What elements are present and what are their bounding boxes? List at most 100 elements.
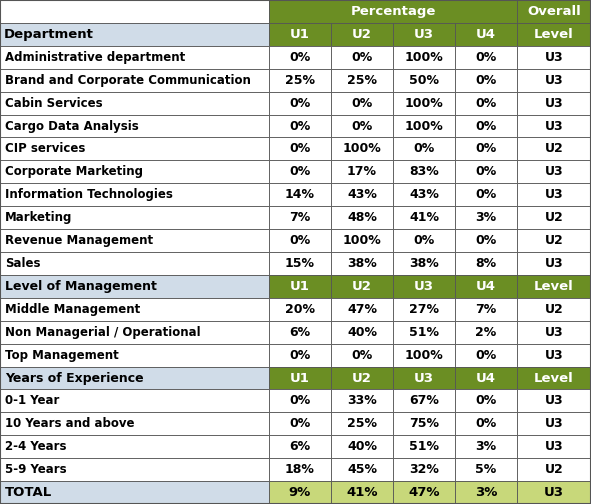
Text: 100%: 100% [343,234,381,247]
Bar [269,366,331,390]
Text: TOTAL: TOTAL [5,486,52,499]
Bar [517,206,591,229]
Text: 3%: 3% [476,211,496,224]
Bar [517,252,591,275]
Text: Corporate Marketing: Corporate Marketing [5,165,143,178]
Text: Top Management: Top Management [5,349,119,361]
Text: U3: U3 [545,395,563,407]
Bar [269,114,331,138]
Bar [517,92,591,114]
Bar [393,321,455,344]
Bar [517,435,591,458]
Bar [455,412,517,435]
Bar [269,458,331,481]
Text: 43%: 43% [409,188,439,201]
Text: 41%: 41% [346,486,378,499]
Bar [269,183,331,206]
Bar [393,160,455,183]
Bar [0,46,269,69]
Text: 83%: 83% [409,165,439,178]
Text: 0%: 0% [290,417,310,430]
Text: 47%: 47% [408,486,440,499]
Text: U3: U3 [545,349,563,361]
Text: U2: U2 [352,371,372,385]
Bar [0,69,269,92]
Text: 100%: 100% [343,143,381,155]
Text: Non Managerial / Operational: Non Managerial / Operational [5,326,200,339]
Text: U3: U3 [545,97,563,109]
Text: 0%: 0% [290,97,310,109]
Bar [393,114,455,138]
Text: 0%: 0% [290,119,310,133]
Bar [517,183,591,206]
Text: 2-4 Years: 2-4 Years [5,440,67,453]
Text: 38%: 38% [347,257,377,270]
Text: 0%: 0% [476,119,496,133]
Text: U3: U3 [545,119,563,133]
Bar [269,298,331,321]
Bar [0,458,269,481]
Text: 43%: 43% [347,188,377,201]
Bar [0,435,269,458]
Text: 6%: 6% [290,326,310,339]
Bar [331,412,393,435]
Text: Percentage: Percentage [350,5,436,18]
Text: Middle Management: Middle Management [5,303,140,316]
Text: 18%: 18% [285,463,315,476]
Bar [269,481,331,504]
Text: 5-9 Years: 5-9 Years [5,463,67,476]
Text: Years of Experience: Years of Experience [5,371,144,385]
Text: U4: U4 [476,280,496,293]
Bar [331,344,393,366]
Bar [517,412,591,435]
Bar [517,275,591,298]
Bar [269,275,331,298]
Text: U1: U1 [290,280,310,293]
Text: 0%: 0% [352,97,372,109]
Bar [455,69,517,92]
Text: 6%: 6% [290,440,310,453]
Bar [393,366,455,390]
Bar [517,23,591,46]
Bar [455,183,517,206]
Text: 0%: 0% [414,234,434,247]
Bar [331,458,393,481]
Text: 14%: 14% [285,188,315,201]
Text: Administrative department: Administrative department [5,51,185,64]
Bar [517,114,591,138]
Bar [0,298,269,321]
Text: 38%: 38% [409,257,439,270]
Bar [269,229,331,252]
Bar [331,435,393,458]
Text: 0%: 0% [290,234,310,247]
Text: 0%: 0% [290,165,310,178]
Bar [0,412,269,435]
Text: 7%: 7% [290,211,310,224]
Text: U4: U4 [476,28,496,41]
Bar [455,390,517,412]
Text: 45%: 45% [347,463,377,476]
Text: Cargo Data Analysis: Cargo Data Analysis [5,119,139,133]
Text: U2: U2 [545,211,563,224]
Text: 41%: 41% [409,211,439,224]
Bar [393,481,455,504]
Text: 33%: 33% [347,395,377,407]
Bar [455,23,517,46]
Bar [0,23,269,46]
Bar [331,275,393,298]
Text: 0%: 0% [476,188,496,201]
Text: 25%: 25% [347,74,377,87]
Bar [0,0,269,23]
Bar [455,275,517,298]
Bar [269,390,331,412]
Bar [393,412,455,435]
Bar [517,390,591,412]
Bar [0,275,269,298]
Bar [393,206,455,229]
Bar [331,46,393,69]
Bar [455,366,517,390]
Text: 3%: 3% [475,486,497,499]
Bar [0,206,269,229]
Bar [455,138,517,160]
Bar [0,138,269,160]
